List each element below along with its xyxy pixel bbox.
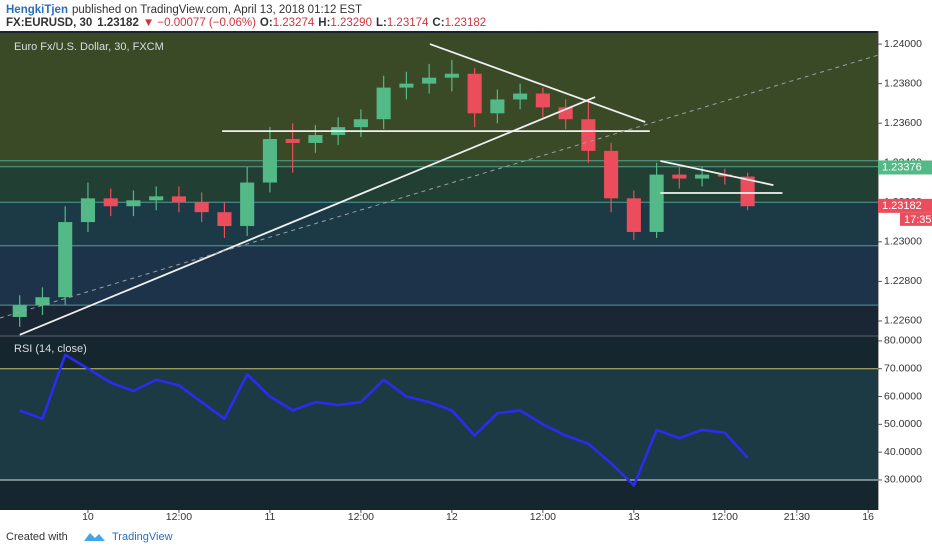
header-line-2: FX:EURUSD, 30 1.23182 ▼ −0.00077 (−0.06%) O… bbox=[6, 17, 486, 29]
price-badge bbox=[878, 198, 932, 213]
candle-body bbox=[399, 83, 414, 88]
y-tick-label: 1.23600 bbox=[884, 117, 922, 129]
y-tick-label: 1.23800 bbox=[884, 77, 922, 89]
price-zone bbox=[0, 202, 878, 246]
candle-body bbox=[194, 202, 209, 213]
price-zone bbox=[0, 160, 878, 167]
candle-body bbox=[740, 176, 755, 207]
candle-body bbox=[672, 174, 687, 179]
trendline bbox=[660, 160, 774, 186]
ohlc-value: 1.23290 bbox=[330, 17, 372, 29]
ohlc-value: 1.23182 bbox=[445, 17, 487, 29]
x-tick-label: 13 bbox=[628, 511, 640, 523]
ohlc-label: L: bbox=[376, 17, 387, 29]
candle-body bbox=[376, 87, 391, 120]
candle-body bbox=[695, 174, 710, 179]
candle-body bbox=[353, 119, 368, 128]
footer-brand[interactable]: TradingView bbox=[112, 531, 173, 543]
candle-body bbox=[581, 119, 596, 151]
trendline bbox=[429, 43, 646, 123]
ohlc-value: 1.23174 bbox=[387, 17, 429, 29]
candle-body bbox=[262, 139, 277, 183]
ohlc-label: O: bbox=[260, 17, 273, 29]
y-tick-label: 1.22600 bbox=[884, 315, 922, 327]
x-tick-label: 11 bbox=[264, 511, 275, 523]
countdown-bg bbox=[900, 212, 932, 226]
footer-bg bbox=[0, 525, 932, 550]
y-tick-label: 1.22800 bbox=[884, 275, 922, 287]
candle-body bbox=[126, 200, 141, 207]
published: published on TradingView.com, April 13, … bbox=[72, 4, 362, 16]
candle-body bbox=[103, 198, 118, 207]
candle-body bbox=[490, 99, 505, 114]
candle-body bbox=[444, 73, 459, 78]
author[interactable]: HengkiTjen bbox=[6, 4, 68, 16]
candle-body bbox=[171, 196, 186, 203]
x-tick-label: 12:00 bbox=[166, 511, 192, 523]
candle-body bbox=[626, 198, 641, 232]
rsi-band bbox=[0, 368, 878, 480]
x-tick-label: 21:30 bbox=[784, 511, 810, 523]
tv-logo bbox=[84, 533, 105, 541]
time-axis-bg bbox=[0, 510, 932, 525]
price-zone bbox=[0, 305, 878, 335]
price-pane-title: Euro Fx/U.S. Dollar, 30, FXCM bbox=[14, 41, 164, 53]
price-pane: 1.226001.228001.230001.232001.234001.236… bbox=[0, 33, 932, 336]
trendline bbox=[0, 54, 879, 319]
candle-body bbox=[558, 107, 573, 120]
price-badge-label: 1.23182 bbox=[882, 200, 922, 212]
x-tick-label: 10 bbox=[82, 511, 94, 523]
price-badge bbox=[878, 160, 932, 175]
x-tick-label: 16 bbox=[862, 511, 874, 523]
candle-body bbox=[308, 135, 323, 143]
x-tick-label: 12:00 bbox=[348, 511, 374, 523]
y-tick-label: 30.0000 bbox=[884, 474, 922, 486]
rsi-line bbox=[19, 353, 749, 487]
price-badge-label: 1.23376 bbox=[882, 161, 922, 173]
x-tick-label: 12:00 bbox=[530, 511, 556, 523]
trendline bbox=[19, 96, 596, 336]
price-zone bbox=[0, 166, 878, 203]
candle-body bbox=[513, 93, 528, 100]
candle-body bbox=[240, 182, 255, 227]
candle-body bbox=[12, 305, 27, 318]
y-tick-label: 70.0000 bbox=[884, 362, 922, 374]
y-tick-label: 1.24000 bbox=[884, 38, 922, 50]
price-zone bbox=[0, 33, 878, 161]
y-tick-label: 80.0000 bbox=[884, 335, 922, 347]
candle-body bbox=[35, 297, 50, 306]
candle-body bbox=[649, 174, 664, 232]
rsi-pane-title: RSI (14, close) bbox=[14, 343, 87, 355]
y-tick-label: 60.0000 bbox=[884, 390, 922, 402]
candle-body bbox=[80, 198, 96, 223]
rsi-pane: 30.0000 40.0000 50.0000 60.0000 70.0000 80.00… bbox=[0, 335, 922, 510]
candle-body bbox=[604, 150, 619, 199]
candle-body bbox=[217, 212, 232, 227]
ohlc-label: H: bbox=[318, 17, 330, 29]
candle-body bbox=[149, 196, 164, 201]
candle-body bbox=[285, 139, 300, 143]
y-tick-label: 40.0000 bbox=[884, 446, 922, 458]
candle-body bbox=[422, 77, 437, 84]
last-price: 1.23182 bbox=[97, 17, 139, 29]
y-tick-label: 50.0000 bbox=[884, 418, 922, 430]
price-zone bbox=[0, 245, 878, 306]
countdown: 17:35 bbox=[904, 214, 932, 226]
candle-body bbox=[58, 222, 73, 298]
y-tick-label: 1.23000 bbox=[884, 236, 922, 248]
x-tick-label: 12 bbox=[446, 511, 458, 523]
candle-body bbox=[535, 93, 550, 108]
footer-text: Created with bbox=[6, 531, 68, 543]
ohlc-label: C: bbox=[432, 17, 444, 29]
x-tick-label: 12:00 bbox=[712, 511, 738, 523]
price-axis-bg bbox=[878, 31, 932, 525]
header-line-1: HengkiTjen published on TradingView.com, … bbox=[6, 4, 362, 16]
change: ▼ −0.00077 (−0.06%) bbox=[143, 17, 256, 29]
candle-body bbox=[467, 73, 482, 114]
symbol: FX:EURUSD, 30 bbox=[6, 17, 92, 29]
ohlc-value: 1.23274 bbox=[273, 17, 315, 29]
